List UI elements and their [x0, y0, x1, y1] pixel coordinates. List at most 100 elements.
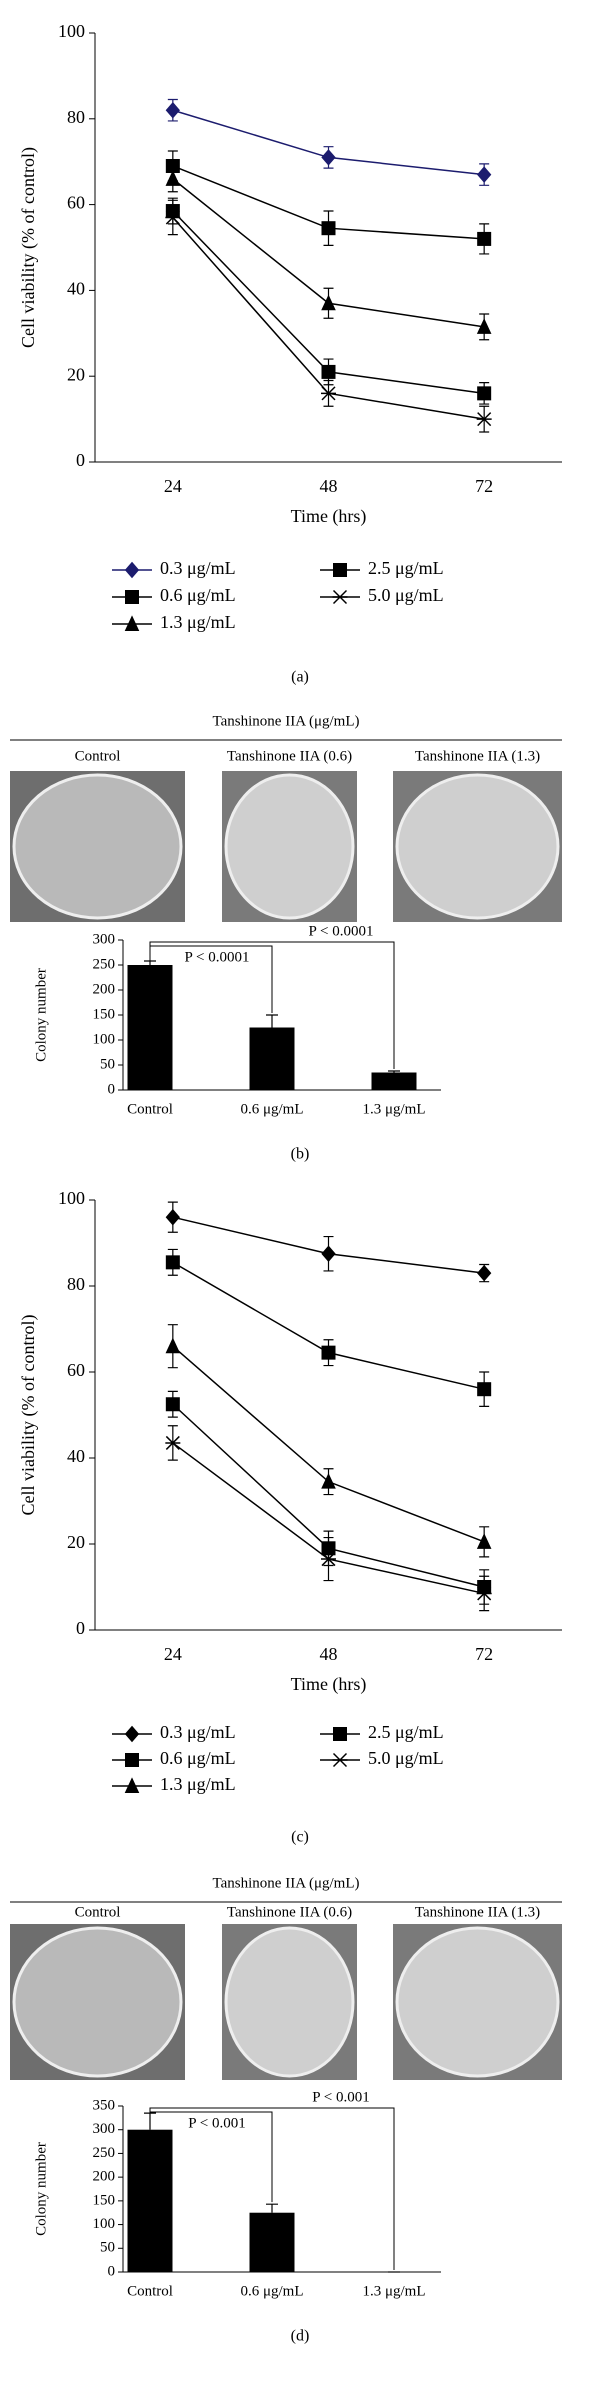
series-line — [172, 1345, 485, 1543]
p-value: P < 0.0001 — [185, 949, 250, 965]
y-tick-label: 200 — [93, 2169, 116, 2185]
marker — [321, 221, 336, 236]
y-tick-label: 250 — [93, 2145, 116, 2161]
x-tick-label: Control — [127, 2283, 173, 2299]
dish — [395, 1926, 560, 2078]
marker — [165, 1397, 180, 1412]
marker — [476, 1533, 492, 1549]
y-tick-label: 250 — [93, 956, 116, 972]
marker — [321, 149, 336, 166]
legend-label: 1.3 μg/mL — [160, 612, 236, 632]
y-tick-label: 100 — [93, 1031, 116, 1047]
panel-label: (c) — [291, 1829, 309, 1846]
marker — [477, 166, 492, 183]
legend-label: 0.6 μg/mL — [160, 585, 236, 605]
legend-marker — [124, 615, 140, 631]
marker — [477, 386, 492, 401]
legend-marker — [333, 1727, 347, 1741]
x-tick-label: 0.6 μg/mL — [240, 1101, 303, 1117]
photo-label: Tanshinone IIA (0.6) — [227, 748, 352, 764]
x-tick-label: 1.3 μg/mL — [362, 2283, 425, 2299]
error-bar — [388, 1070, 400, 1073]
error-bar — [144, 2112, 156, 2130]
legend-marker — [125, 1753, 139, 1767]
marker — [321, 1552, 336, 1567]
y-tick-label: 150 — [93, 1006, 116, 1022]
marker — [165, 1435, 181, 1450]
y-tick-label: 0 — [76, 1618, 85, 1638]
marker — [321, 364, 336, 379]
bar — [249, 2212, 295, 2272]
x-tick-label: 24 — [164, 476, 182, 496]
marker — [321, 1245, 336, 1263]
y-axis-label: Colony number — [33, 968, 49, 1062]
bracket — [149, 941, 395, 1069]
panel-label: (d) — [291, 2328, 310, 2345]
legend-marker — [333, 563, 347, 577]
y-tick-label: 20 — [67, 1532, 85, 1552]
legend-marker — [332, 1752, 348, 1768]
marker — [476, 1586, 492, 1601]
y-tick-label: 60 — [67, 1360, 85, 1380]
x-tick-label: 24 — [164, 1644, 182, 1664]
header: Tanshinone IIA (μg/mL) — [213, 1875, 360, 1891]
y-tick-label: 50 — [100, 2240, 115, 2256]
y-tick-label: 300 — [93, 931, 116, 947]
series-line — [172, 1261, 485, 1390]
y-tick-label: 80 — [67, 1274, 85, 1294]
legend-label: 5.0 μg/mL — [368, 1748, 444, 1768]
y-tick-label: 100 — [93, 2216, 116, 2232]
photo-label: Tanshinone IIA (1.3) — [415, 1904, 540, 1920]
marker — [321, 1345, 336, 1360]
y-tick-label: 300 — [93, 2121, 116, 2137]
y-tick-label: 20 — [67, 364, 85, 384]
dish — [12, 773, 183, 920]
p-value: P < 0.001 — [188, 2115, 246, 2131]
x-axis-label: Time (hrs) — [291, 506, 367, 527]
x-tick-label: 72 — [475, 1644, 493, 1664]
y-tick-label: 200 — [93, 981, 116, 997]
marker — [321, 1472, 336, 1489]
marker — [476, 412, 492, 427]
legend-marker — [124, 1777, 140, 1793]
bar — [127, 965, 173, 1090]
error-bar — [266, 1014, 278, 1028]
bar — [127, 2129, 173, 2272]
y-tick-label: 350 — [93, 2097, 116, 2113]
photo-label: Tanshinone IIA (1.3) — [415, 748, 540, 764]
legend-label: 5.0 μg/mL — [368, 585, 444, 605]
marker — [165, 210, 181, 225]
error-bar — [144, 960, 156, 965]
marker — [477, 1382, 492, 1397]
y-tick-label: 80 — [67, 107, 85, 127]
x-tick-label: Control — [127, 1101, 173, 1117]
y-tick-label: 40 — [67, 1446, 85, 1466]
error-bar — [266, 2203, 278, 2213]
legend-marker — [332, 589, 348, 605]
x-axis-label: Time (hrs) — [291, 1674, 367, 1695]
dish — [12, 1926, 183, 2078]
x-tick-label: 0.6 μg/mL — [240, 2283, 303, 2299]
marker — [321, 386, 336, 401]
y-tick-label: 50 — [100, 1056, 115, 1072]
legend-label: 0.6 μg/mL — [160, 1748, 236, 1768]
legend-marker — [125, 590, 139, 604]
y-tick-label: 150 — [93, 2192, 116, 2208]
legend-label: 0.3 μg/mL — [160, 1722, 236, 1742]
photo-label: Control — [75, 1904, 121, 1920]
panel-label: (b) — [291, 1146, 310, 1163]
panel-label: (a) — [291, 669, 309, 686]
y-axis-label: Cell viability (% of control) — [18, 147, 39, 348]
marker — [165, 1208, 180, 1226]
bar — [371, 1072, 417, 1090]
dish — [395, 773, 560, 920]
y-tick-label: 40 — [67, 279, 85, 299]
y-tick-label: 0 — [108, 2263, 116, 2279]
x-tick-label: 72 — [475, 476, 493, 496]
header: Tanshinone IIA (μg/mL) — [213, 713, 360, 729]
dish — [224, 1926, 355, 2078]
photo-label: Control — [75, 748, 121, 764]
legend-marker — [124, 561, 140, 579]
